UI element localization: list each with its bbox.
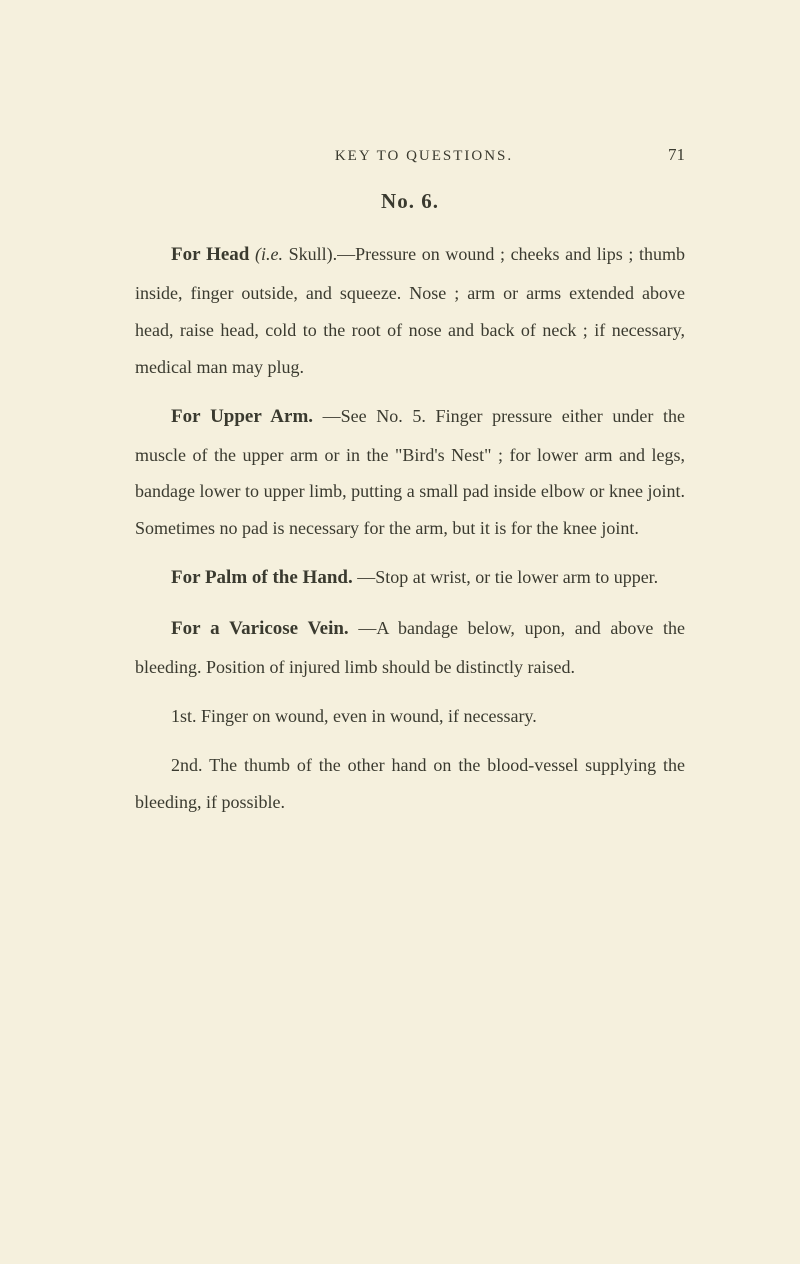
header-line: KEY TO QUESTIONS. 71	[135, 145, 685, 165]
lead-upper-arm: For Upper Arm.	[171, 406, 313, 427]
p5-text: 1st. Finger on wound, even in wound, if …	[171, 706, 537, 726]
lead-varicose: For a Varicose Vein.	[171, 618, 349, 639]
paragraph-2: For Upper Arm. —See No. 5. Finger pressu…	[135, 398, 685, 548]
section-number: No. 6.	[135, 189, 685, 214]
paragraph-4: For a Varicose Vein. —A bandage below, u…	[135, 610, 685, 686]
running-header: KEY TO QUESTIONS.	[135, 148, 668, 165]
lead-palm: For Palm of the Hand.	[171, 567, 353, 588]
page-number: 71	[668, 145, 685, 165]
paragraph-5: 1st. Finger on wound, even in wound, if …	[135, 698, 685, 735]
paragraph-1: For Head (i.e. Skull).—Pressure on wound…	[135, 236, 685, 386]
lead-for-head: For Head	[171, 244, 249, 265]
paragraph-6: 2nd. The thumb of the other hand on the …	[135, 747, 685, 821]
p3-rest: —Stop at wrist, or tie lower arm to uppe…	[357, 567, 658, 587]
p6-text: 2nd. The thumb of the other hand on the …	[135, 755, 685, 812]
paragraph-3: For Palm of the Hand. —Stop at wrist, or…	[135, 559, 685, 598]
p1-italic: (i.e.	[255, 244, 283, 264]
